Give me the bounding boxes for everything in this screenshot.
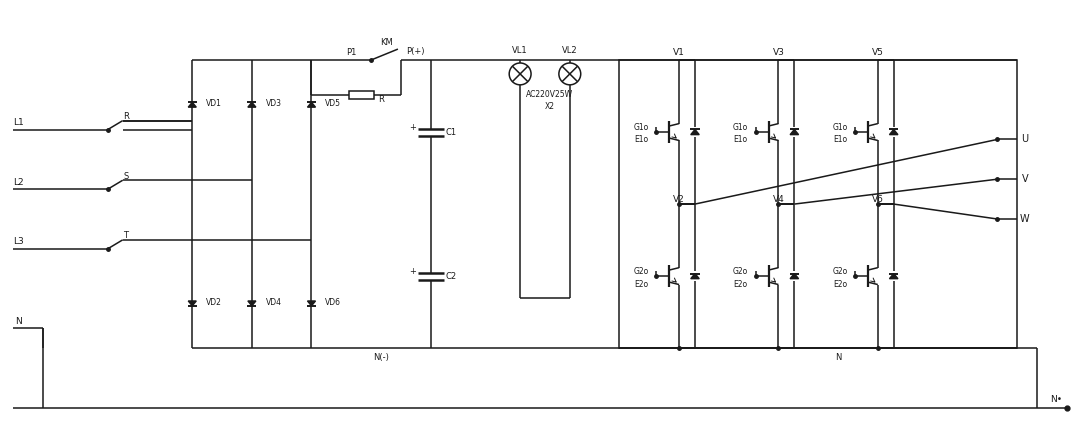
Polygon shape [308,301,315,306]
Polygon shape [188,301,197,306]
Text: V2: V2 [673,195,685,204]
Bar [620,60,1017,348]
Polygon shape [890,274,897,279]
Polygon shape [691,130,699,135]
Text: G2o: G2o [634,267,649,275]
Text: V1: V1 [673,48,685,57]
Text: E1o: E1o [833,136,847,145]
Text: S: S [123,172,129,181]
Text: N(-): N(-) [373,353,389,362]
Text: G1o: G1o [833,123,848,132]
Text: E2o: E2o [634,280,648,289]
Text: E1o: E1o [733,136,747,145]
Text: L1: L1 [13,118,24,127]
Text: V3: V3 [772,48,784,57]
Text: E2o: E2o [733,280,747,289]
Text: L3: L3 [13,237,24,246]
Text: R: R [123,112,129,121]
Text: +: + [409,267,416,275]
Text: VD3: VD3 [266,99,282,108]
Text: U: U [1022,134,1028,145]
Bar [349,91,374,99]
Text: V5: V5 [872,48,883,57]
Text: VD1: VD1 [206,99,222,108]
Text: C2: C2 [445,272,456,281]
Polygon shape [890,130,897,135]
Text: G2o: G2o [733,267,748,275]
Text: VD2: VD2 [206,298,222,307]
Text: G1o: G1o [733,123,748,132]
Polygon shape [188,102,197,107]
Text: P1: P1 [346,48,356,57]
Polygon shape [247,301,256,306]
Text: N: N [835,353,841,362]
Text: V4: V4 [772,195,784,204]
Text: VD4: VD4 [266,298,282,307]
Text: E2o: E2o [833,280,847,289]
Text: T: T [123,231,129,240]
Text: V6: V6 [872,195,883,204]
Text: G1o: G1o [634,123,649,132]
Polygon shape [247,102,256,107]
Text: VD5: VD5 [325,99,341,108]
Text: W: W [1020,214,1029,224]
Polygon shape [791,274,798,279]
Text: G2o: G2o [833,267,848,275]
Polygon shape [691,274,699,279]
Text: AC220V25W: AC220V25W [526,90,573,99]
Text: N•: N• [1051,395,1063,404]
Text: P(+): P(+) [406,47,426,56]
Text: V: V [1022,174,1028,184]
Text: X2: X2 [545,102,555,111]
Polygon shape [308,102,315,107]
Polygon shape [791,130,798,135]
Text: KM: KM [380,38,392,47]
Text: N: N [15,317,22,326]
Text: R: R [379,95,384,104]
Text: E1o: E1o [634,136,648,145]
Text: +: + [409,123,416,132]
Text: VD6: VD6 [325,298,341,307]
Text: C1: C1 [445,127,456,136]
Text: L2: L2 [13,178,24,187]
Text: VL1: VL1 [512,45,528,54]
Text: VL2: VL2 [562,45,578,54]
